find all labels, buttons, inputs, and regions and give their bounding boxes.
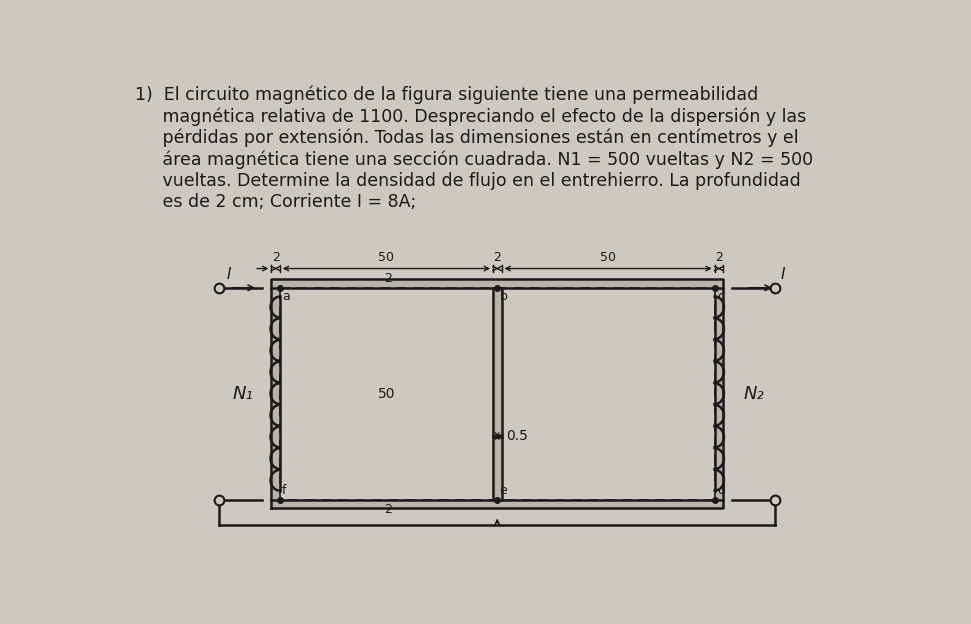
Text: 50: 50 bbox=[379, 251, 394, 264]
Text: 2: 2 bbox=[272, 251, 280, 264]
Text: vueltas. Determine la densidad de flujo en el entrehierro. La profundidad: vueltas. Determine la densidad de flujo … bbox=[135, 172, 801, 190]
Text: 0.5: 0.5 bbox=[506, 429, 528, 443]
Text: I: I bbox=[227, 266, 231, 281]
Text: 2: 2 bbox=[715, 251, 722, 264]
Text: N₂: N₂ bbox=[744, 384, 764, 402]
Text: b: b bbox=[499, 290, 508, 303]
Text: 2: 2 bbox=[385, 271, 392, 285]
Text: I: I bbox=[781, 266, 786, 281]
Text: 2: 2 bbox=[385, 502, 392, 515]
Bar bbox=[280, 288, 493, 500]
Text: 2: 2 bbox=[493, 251, 501, 264]
Text: 50: 50 bbox=[600, 251, 616, 264]
Text: f: f bbox=[283, 484, 286, 497]
Text: d: d bbox=[717, 484, 725, 497]
Text: e: e bbox=[499, 484, 507, 497]
Text: c: c bbox=[717, 290, 724, 303]
Bar bbox=[493, 435, 501, 437]
Text: a: a bbox=[283, 290, 290, 303]
Text: área magnética tiene una sección cuadrada. N1 = 500 vueltas y N2 = 500: área magnética tiene una sección cuadrad… bbox=[135, 150, 814, 169]
Text: 50: 50 bbox=[378, 387, 395, 401]
Text: pérdidas por extensión. Todas las dimensiones están en centímetros y el: pérdidas por extensión. Todas las dimens… bbox=[135, 129, 799, 147]
Bar bbox=[271, 280, 723, 508]
Text: magnética relativa de 1100. Despreciando el efecto de la dispersión y las: magnética relativa de 1100. Despreciando… bbox=[135, 107, 807, 125]
Text: N₁: N₁ bbox=[232, 384, 253, 402]
Text: 1)  El circuito magnético de la figura siguiente tiene una permeabilidad: 1) El circuito magnético de la figura si… bbox=[135, 85, 758, 104]
Bar bbox=[501, 288, 715, 500]
Text: es de 2 cm; Corriente I = 8A;: es de 2 cm; Corriente I = 8A; bbox=[135, 193, 417, 212]
